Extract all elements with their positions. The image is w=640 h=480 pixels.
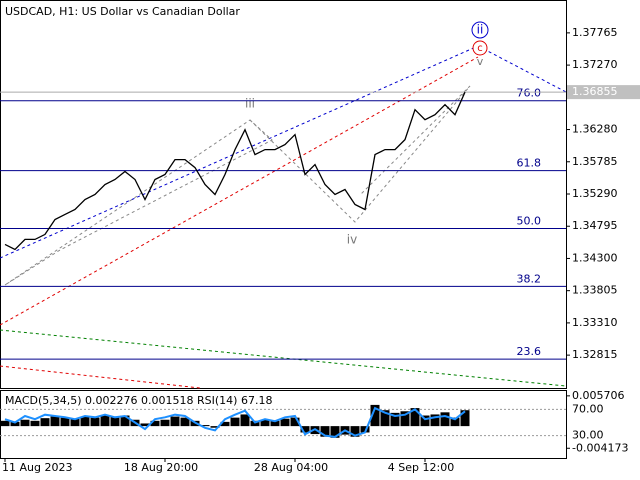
macd-bar (400, 411, 410, 427)
macd-bar (330, 426, 340, 438)
chart-title: USDCAD, H1: US Dollar vs Canadian Dollar (5, 5, 240, 18)
fib-label: 23.6 (517, 345, 542, 358)
y-tick-label: 1.33310 (572, 316, 618, 329)
y-tick-label: 1.37270 (572, 58, 618, 71)
macd-bar (440, 412, 450, 427)
macd-bar (360, 426, 370, 433)
macd-bar (180, 417, 190, 427)
macd-bar (160, 419, 170, 427)
y-tick-label: 1.32815 (572, 348, 618, 361)
macd-bar (320, 426, 330, 437)
fib-label: 61.8 (517, 157, 542, 170)
y-tick-label: 0.005706 (572, 389, 625, 402)
macd-bar (150, 420, 160, 427)
macd-bar (270, 420, 280, 427)
macd-bar (290, 417, 300, 427)
macd-bar (380, 410, 390, 427)
fib-label: 76.0 (517, 87, 542, 100)
trend-line (477, 45, 567, 93)
y-tick-label: 1.35290 (572, 187, 618, 200)
macd-bar (30, 420, 40, 427)
macd-bar (50, 416, 60, 427)
x-tick-label: 28 Aug 04:00 (254, 461, 328, 474)
wave-label: ii (477, 23, 484, 37)
macd-bar (120, 415, 130, 427)
y2-tick-label: 30.00 (572, 429, 604, 442)
macd-bar (110, 416, 120, 427)
y-tick-label: 1.36280 (572, 123, 618, 136)
macd-bar (90, 417, 100, 427)
x-tick-label: 18 Aug 20:00 (124, 461, 198, 474)
y-tick-label: -0.004173 (572, 441, 628, 454)
last-price-box (567, 85, 640, 100)
macd-bar (260, 419, 270, 427)
macd-bar (210, 426, 220, 428)
indicator-title: MACD(5,34,5) 0.002276 0.001518 RSI(14) 6… (5, 394, 272, 407)
wave-marker (471, 21, 489, 39)
x-tick-label: 11 Aug 2023 (2, 461, 72, 474)
macd-bar (200, 425, 210, 427)
trend-line (0, 56, 479, 326)
macd-bar (410, 408, 420, 427)
fib-label: 38.2 (517, 272, 542, 285)
macd-bar (0, 420, 10, 427)
macd-bar (10, 421, 20, 427)
macd-bar (100, 415, 110, 427)
y-tick-label: 1.35785 (572, 155, 618, 168)
macd-bar (350, 426, 360, 437)
macd-bar (40, 418, 50, 427)
wave-label: v (477, 55, 484, 68)
macd-bar (370, 404, 380, 427)
macd-bar (450, 417, 460, 427)
macd-bar (170, 416, 180, 427)
wave-label: iii (245, 97, 255, 111)
channel (4, 119, 273, 286)
macd-bar (390, 412, 400, 427)
macd-bar (460, 410, 470, 427)
last-price-label: 1.36855 (572, 85, 618, 98)
fib-label: 50.0 (517, 214, 542, 227)
trend-line (0, 329, 567, 387)
macd-bar (80, 416, 90, 427)
x-tick-label: 4 Sep 12:00 (388, 461, 454, 474)
macd-bar (280, 418, 290, 427)
y-tick-label: 1.34300 (572, 251, 618, 264)
macd-bar (230, 417, 240, 427)
macd-bar (60, 417, 70, 427)
macd-bar (140, 423, 150, 427)
wave-label: c (477, 43, 483, 54)
wave-label: iv (347, 233, 357, 247)
macd-bar (300, 426, 310, 433)
macd-bar (220, 421, 230, 427)
y2-tick-label: 70.00 (572, 402, 604, 415)
macd-bar (70, 418, 80, 427)
macd-bar (430, 414, 440, 427)
rsi-line (4, 406, 466, 438)
price-line (4, 91, 466, 251)
y-tick-label: 1.33805 (572, 284, 618, 297)
macd-bar (420, 415, 430, 427)
y-tick-label: 1.37765 (572, 26, 618, 39)
macd-bar (240, 414, 250, 427)
y-tick-label: 1.34795 (572, 219, 618, 232)
wave-marker (472, 40, 488, 56)
macd-bar (20, 419, 30, 427)
